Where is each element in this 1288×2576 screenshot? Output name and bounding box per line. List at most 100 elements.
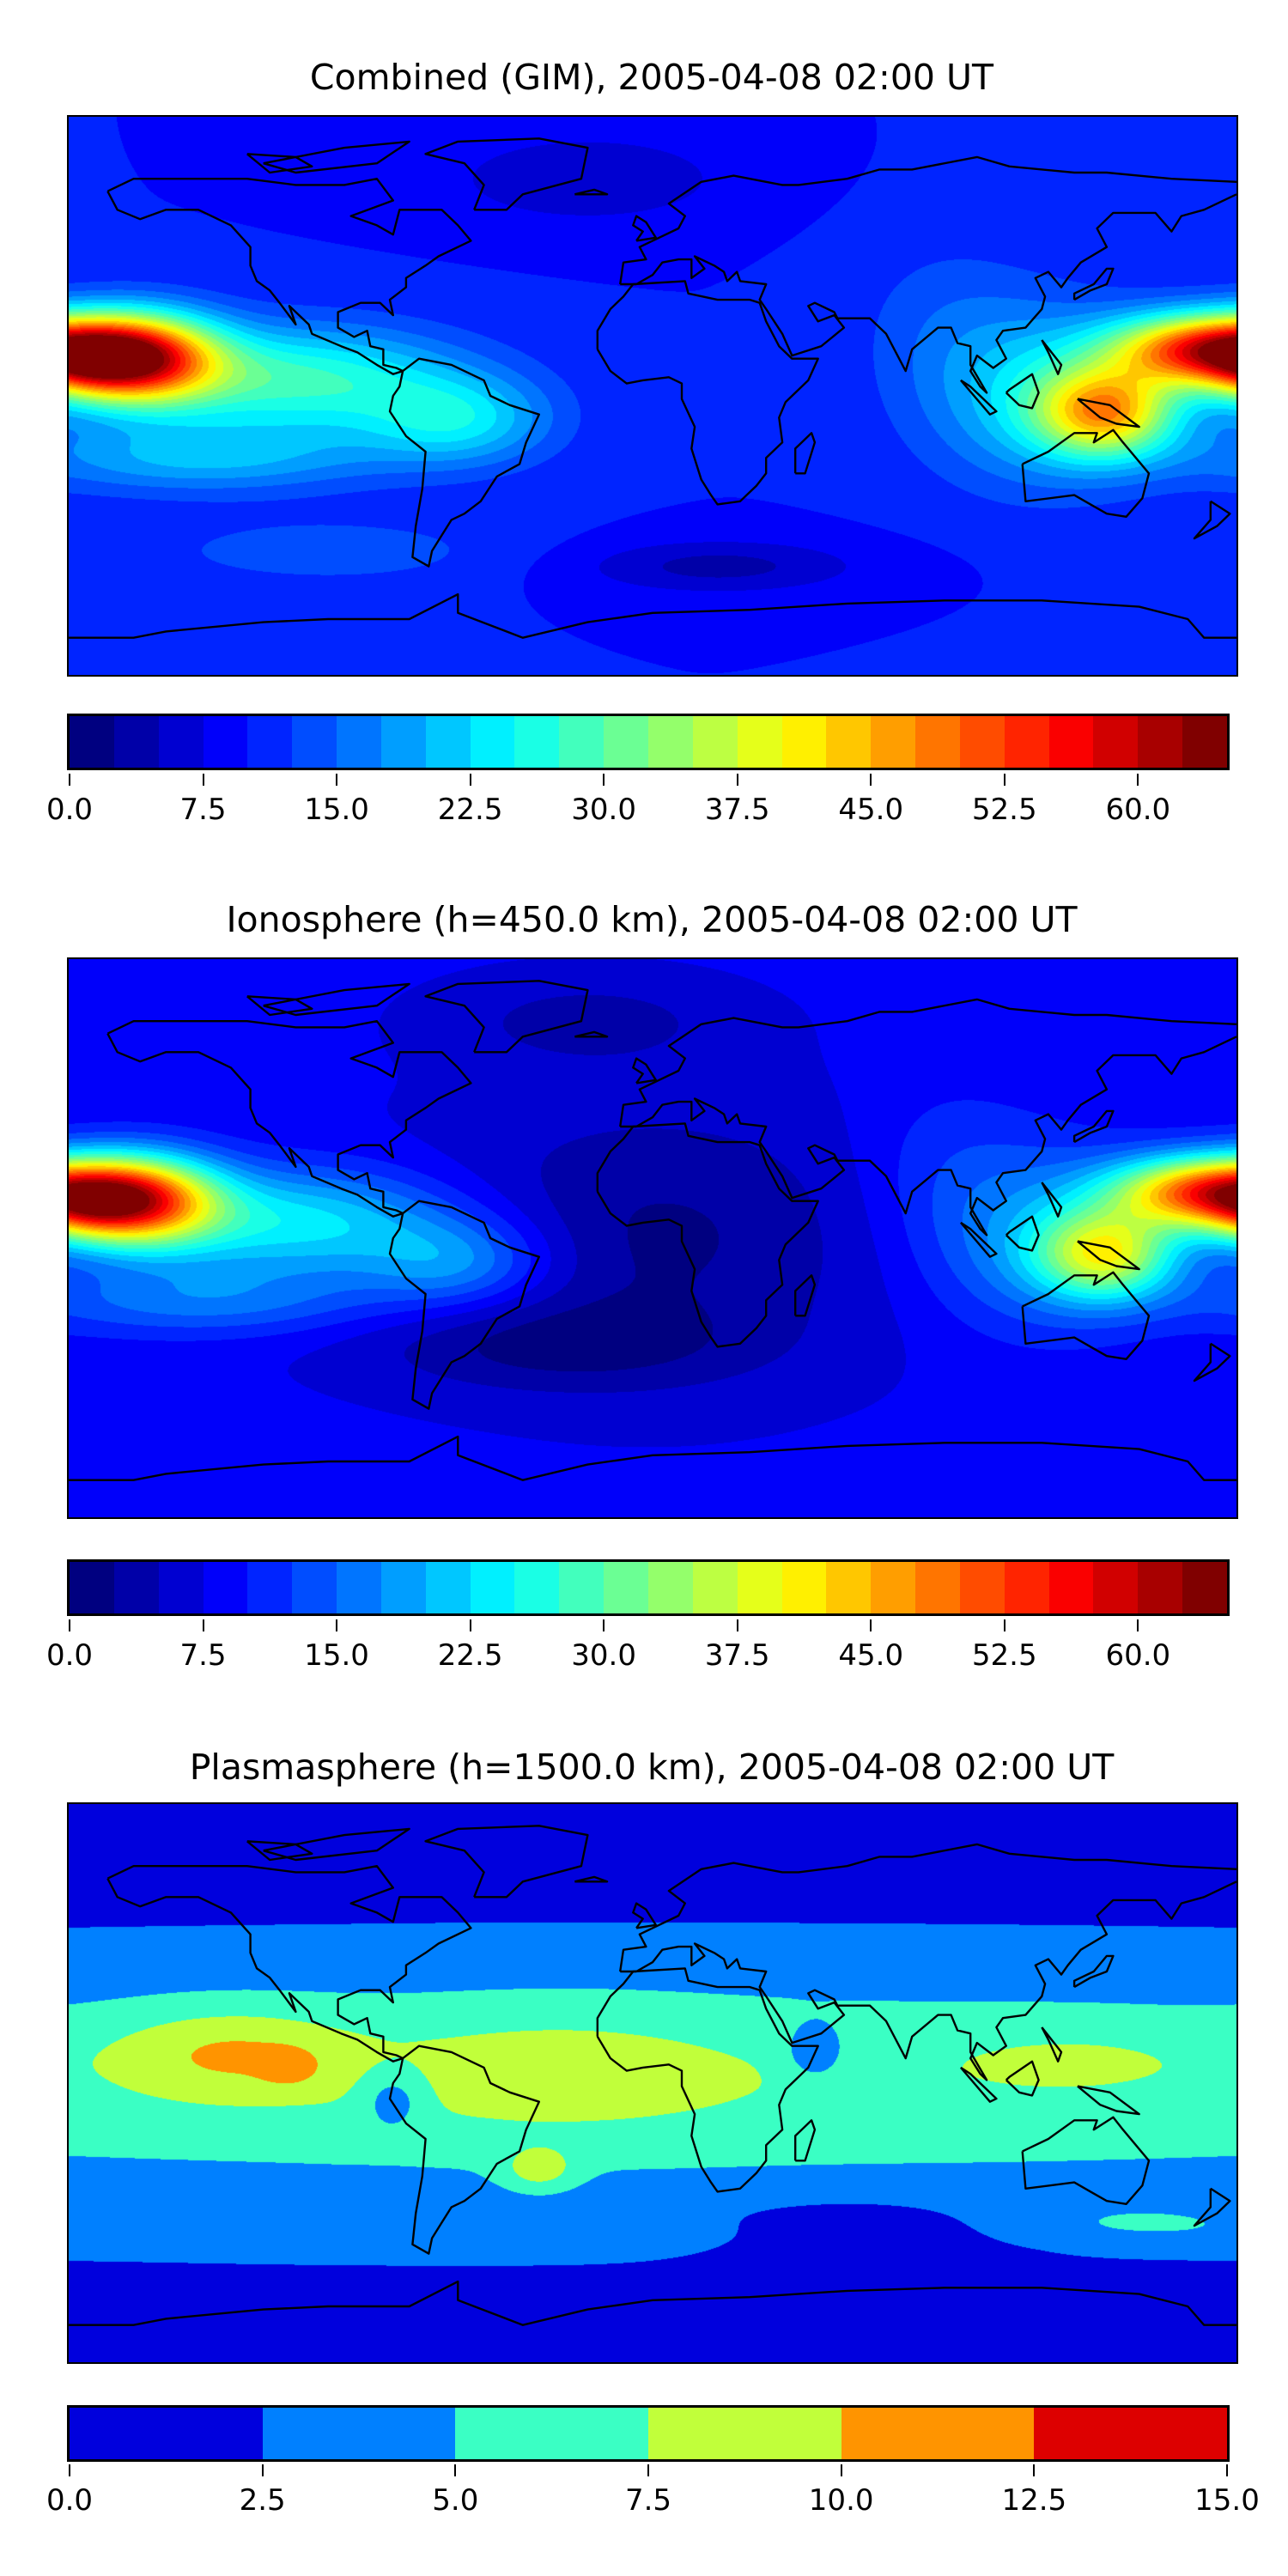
coastline	[794, 432, 817, 475]
coastline	[959, 2066, 998, 2103]
colorbar-segment	[1182, 716, 1227, 768]
coastline	[619, 998, 1236, 1127]
colorbar-segment	[604, 716, 648, 768]
colorbar-segment	[70, 2408, 263, 2459]
colorbar-tick	[1137, 1619, 1139, 1631]
colorbar-tick-label: 60.0	[1105, 1638, 1171, 1673]
colorbar-segment	[647, 1562, 693, 1613]
coastline	[246, 1840, 313, 1862]
colorbar-segment	[1093, 716, 1139, 768]
coastline	[1005, 373, 1040, 410]
coastline	[1077, 398, 1140, 428]
colorbar-segment	[247, 716, 293, 768]
coastline	[388, 357, 540, 568]
colorbar-tick	[647, 2464, 649, 2476]
coastline	[574, 188, 609, 196]
colorbar-segment	[1138, 1562, 1183, 1613]
coastline	[1193, 2187, 1231, 2227]
colorbar-segment	[959, 1562, 1005, 1613]
colorbar-segment	[871, 716, 916, 768]
colorbar-tick-label: 30.0	[571, 793, 636, 827]
colorbar-segment	[1034, 2408, 1228, 2459]
coastline	[424, 1825, 589, 1899]
coastline	[1077, 1240, 1140, 1271]
colorbar-ticks-combined: 0.0 7.5 15.0 22.5 30.0 37.5 45.0 52.5 60.0	[46, 774, 1227, 827]
colorbar-tick-label: 52.5	[971, 793, 1037, 827]
colorbar-tick-label: 30.0	[571, 1638, 636, 1673]
colorbar-tick	[1226, 2464, 1228, 2476]
colorbar-segment	[425, 716, 471, 768]
coastline	[1021, 1271, 1151, 1360]
colorbar-segment	[455, 2408, 649, 2459]
coastline	[596, 1122, 819, 1348]
colorbar-segment	[1093, 1562, 1139, 1613]
coastline	[246, 995, 313, 1017]
colorbar-tick	[202, 774, 204, 786]
colorbar-tick-label: 22.5	[437, 1638, 503, 1673]
coastline	[246, 153, 313, 174]
coastline	[574, 1030, 609, 1038]
colorbar-tick-label: 52.5	[971, 1638, 1037, 1673]
coastline	[263, 1827, 410, 1862]
colorbar-tick-label: 60.0	[1105, 793, 1171, 827]
coastline	[596, 1967, 819, 2193]
colorbar-tick	[603, 1619, 605, 1631]
coastline	[106, 177, 472, 375]
colorbar-segment	[841, 2408, 1035, 2459]
colorbar-segment	[1048, 1562, 1094, 1613]
coastline	[632, 215, 657, 242]
colorbar-segment	[1182, 1562, 1227, 1613]
coastline	[959, 1221, 998, 1258]
colorbar-tick-label: 37.5	[704, 1638, 770, 1673]
colorbar-segment	[337, 716, 381, 768]
colorbar-tick	[69, 1619, 70, 1631]
colorbar-tick	[1003, 1619, 1005, 1631]
coastline	[69, 592, 1236, 639]
colorbar-segment	[113, 1562, 159, 1613]
coastline	[1005, 1215, 1040, 1252]
coastline	[69, 2280, 1236, 2326]
colorbar-segment	[70, 1562, 114, 1613]
colorbar-segment	[959, 716, 1005, 768]
colorbar-tick	[1003, 774, 1005, 786]
colorbar-segment	[337, 1562, 381, 1613]
colorbar-tick	[736, 774, 738, 786]
colorbar-tick-label: 0.0	[46, 1638, 94, 1673]
colorbar-tick-label: 2.5	[239, 2483, 286, 2518]
contour-field-combined	[69, 117, 1236, 675]
coastline	[69, 1435, 1236, 1481]
colorbar-tick-label: 37.5	[704, 793, 770, 827]
colorbar-segment	[380, 1562, 426, 1613]
colorbar-tick-label: 7.5	[179, 1638, 227, 1673]
colorbar-segment	[262, 2408, 456, 2459]
coastline	[620, 1880, 1236, 2081]
colorbar-tick	[336, 774, 338, 786]
coastline	[388, 1200, 540, 1410]
colorbar-tick-label: 10.0	[808, 2483, 874, 2518]
colorbar-segment	[692, 1562, 738, 1613]
colorbar-segment	[781, 1562, 827, 1613]
colorbar-tick-label: 12.5	[1001, 2483, 1067, 2518]
colorbar-segment	[781, 716, 827, 768]
coastline	[794, 1274, 817, 1317]
coastlines	[69, 980, 1236, 1481]
coastline	[263, 140, 410, 174]
colorbar-tick	[69, 2464, 70, 2476]
colorbar-tick	[1033, 2464, 1036, 2476]
colorbar-tick	[261, 2464, 264, 2476]
colorbar-segment	[1004, 1562, 1049, 1613]
colorbar-ticks-plasmasphere: 0.0 2.5 5.0 7.5 10.0 12.5 15.0	[46, 2464, 1260, 2518]
coastline	[1005, 2060, 1040, 2097]
colorbar-segment	[1004, 716, 1049, 768]
coastline	[388, 2044, 540, 2255]
colorbar-segment	[292, 716, 337, 768]
colorbar-tick	[69, 774, 70, 786]
coastline	[620, 1036, 1236, 1236]
coastline	[1072, 1109, 1115, 1144]
colorbar-segment	[470, 716, 515, 768]
colorbar-segment	[158, 1562, 204, 1613]
colorbar-tick-label: 15.0	[1194, 2483, 1260, 2518]
colorbar-ionosphere	[67, 1559, 1230, 1616]
colorbar-segment	[826, 1562, 872, 1613]
colorbar-tick	[469, 774, 471, 786]
